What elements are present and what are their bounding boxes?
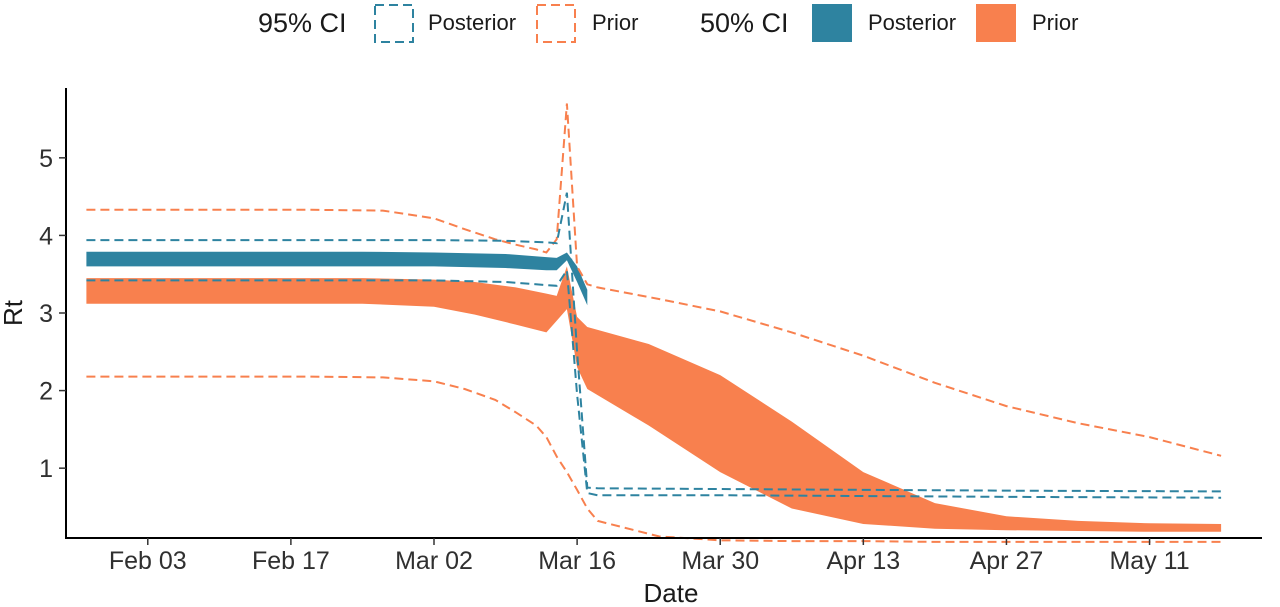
prior-95-ci-upper-line <box>86 103 1222 457</box>
axes <box>65 88 1262 539</box>
x-tick-label: Apr 13 <box>826 547 900 575</box>
x-tick-label: Mar 02 <box>395 547 473 575</box>
y-ticks: 1 2 3 4 5 <box>39 145 66 483</box>
x-tick-label: Feb 03 <box>109 547 187 575</box>
ci95-lines-layer <box>86 103 1222 543</box>
y-tick-label: 2 <box>39 378 53 406</box>
x-axis-title: Date <box>644 578 699 607</box>
x-tick-label: Mar 16 <box>538 547 616 575</box>
legend: 95% CI Posterior Prior 50% CI Posterior Prior <box>258 4 1078 43</box>
legend-label-95-ci-posterior: Posterior <box>428 10 516 35</box>
posterior-95-ci-lower-line <box>86 267 1222 499</box>
prior-95-ci-lower-line <box>86 375 1222 543</box>
legend-key-50-ci-prior <box>976 4 1016 42</box>
legend-title-50-ci: 50% CI <box>700 8 789 38</box>
x-tick-label: Feb 17 <box>252 547 330 575</box>
x-tick-label: Apr 27 <box>970 547 1044 575</box>
y-tick-label: 5 <box>39 145 53 173</box>
posterior-50-ci-band <box>86 251 588 306</box>
legend-key-95-ci-prior <box>536 4 576 43</box>
y-axis-title: Rt <box>0 299 28 326</box>
legend-key-95-ci-posterior <box>374 4 414 43</box>
legend-label-50-ci-prior: Prior <box>1032 10 1078 35</box>
x-tick-label: Mar 30 <box>681 547 759 575</box>
legend-title-95-ci: 95% CI <box>258 8 347 38</box>
y-tick-label: 3 <box>39 300 53 328</box>
prior-50-band-layer <box>86 266 1222 532</box>
posterior-95-ci-upper-line <box>86 192 1222 493</box>
y-tick-label: 4 <box>39 222 53 250</box>
y-tick-label: 1 <box>39 455 53 483</box>
x-ticks: Feb 03 Feb 17 Mar 02 Mar 16 Mar 30 Apr 13 Apr … <box>109 538 1190 575</box>
legend-label-95-ci-prior: Prior <box>592 10 638 35</box>
x-tick-label: May 11 <box>1109 547 1189 575</box>
legend-key-50-ci-posterior <box>812 4 852 42</box>
legend-label-50-ci-posterior: Posterior <box>868 10 956 35</box>
posterior-50-band-layer <box>86 251 588 306</box>
prior-50-ci-band <box>86 266 1222 532</box>
